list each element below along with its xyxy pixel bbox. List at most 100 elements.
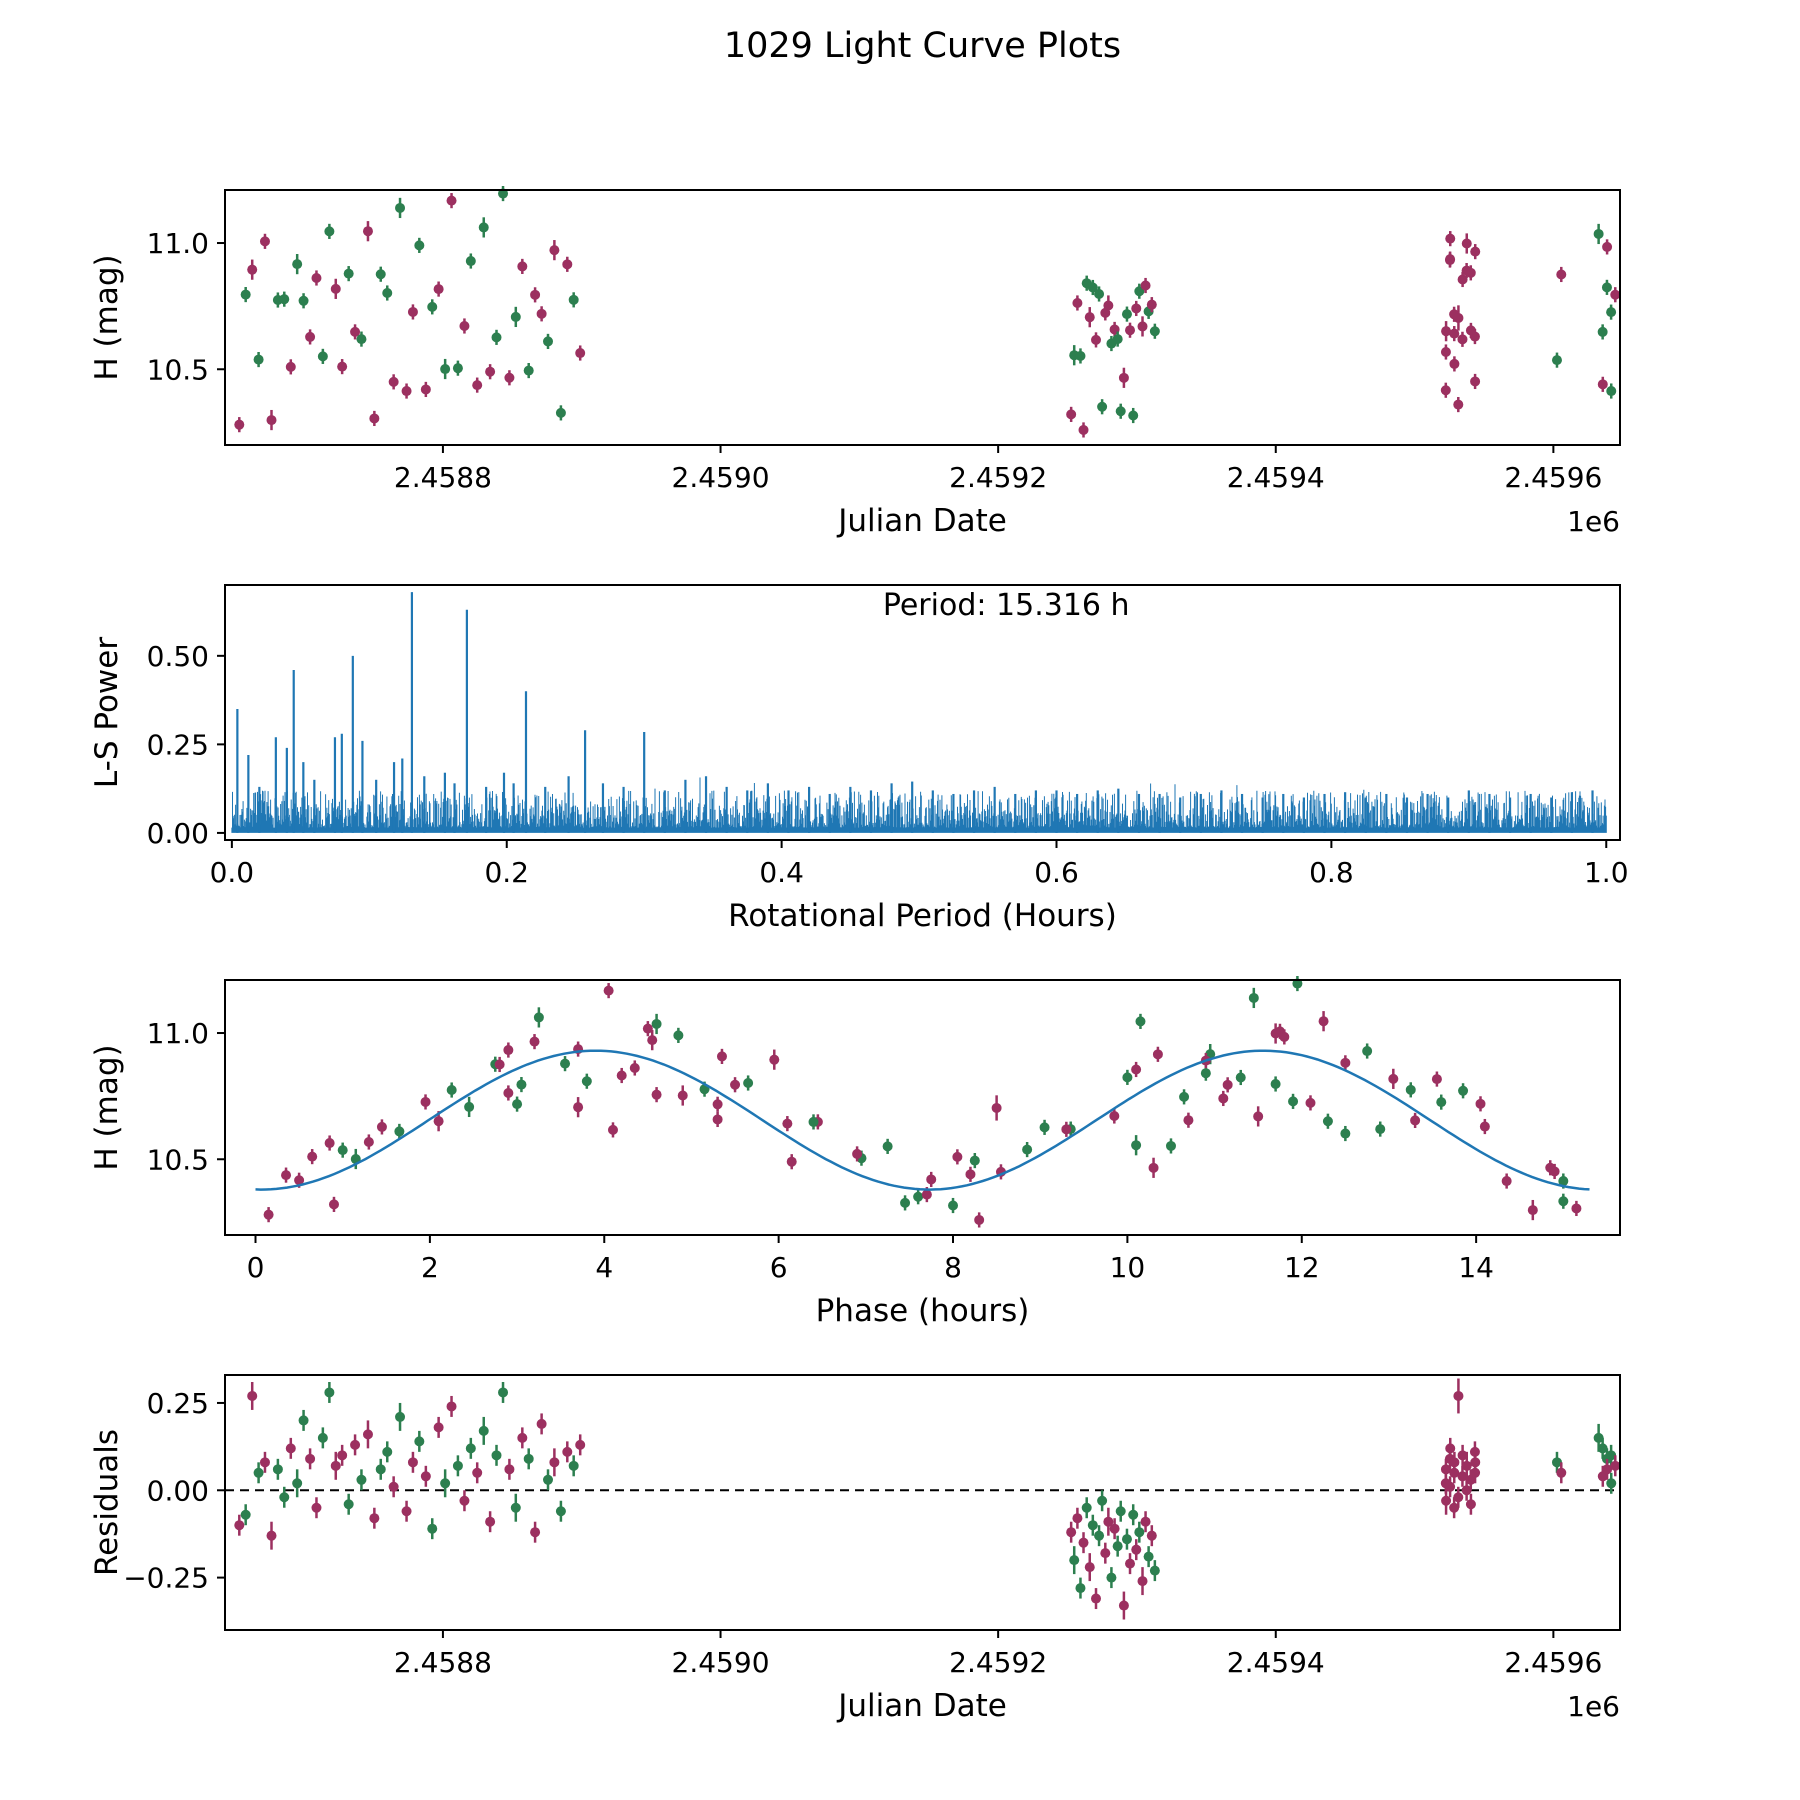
x-tick-label: 12 <box>1284 1251 1320 1284</box>
x-axis-label: Julian Date <box>836 503 1007 539</box>
data-point <box>465 256 476 267</box>
data-point <box>1078 424 1089 435</box>
data-point <box>363 1136 374 1147</box>
data-point <box>1606 1450 1617 1461</box>
data-point <box>343 1499 354 1510</box>
data-point <box>343 268 354 279</box>
data-point <box>555 1506 566 1517</box>
data-point <box>1121 309 1132 320</box>
data-point <box>247 1390 258 1401</box>
data-point <box>272 1464 283 1475</box>
data-point <box>285 1443 296 1454</box>
y-tick-label: 0.00 <box>147 817 209 850</box>
data-point <box>240 1509 251 1520</box>
data-point <box>1362 1046 1373 1057</box>
x-tick-label: 2.4596 <box>1504 461 1602 494</box>
data-point <box>446 1401 457 1412</box>
data-point <box>1606 386 1617 397</box>
data-point <box>414 240 425 251</box>
data-point <box>716 1051 727 1062</box>
data-point <box>1453 399 1464 410</box>
data-point <box>568 1460 579 1471</box>
x-tick-label: 2.4588 <box>394 1646 492 1679</box>
data-point <box>311 272 322 283</box>
data-point <box>1087 282 1098 293</box>
data-point <box>1457 1471 1468 1482</box>
data-point <box>529 1036 540 1047</box>
data-point <box>1112 1541 1123 1552</box>
data-point <box>1061 1124 1072 1135</box>
data-point <box>324 1138 335 1149</box>
data-point <box>491 1450 502 1461</box>
data-point <box>356 334 367 345</box>
y-axis-label: L-S Power <box>89 637 125 788</box>
data-point <box>247 264 258 275</box>
data-point <box>1458 1085 1469 1096</box>
data-point <box>1094 1530 1105 1541</box>
data-point <box>1081 1502 1092 1513</box>
x-tick-label: 1.0 <box>1584 856 1629 889</box>
data-point <box>498 1387 509 1398</box>
data-point <box>401 386 412 397</box>
data-point <box>305 1453 316 1464</box>
data-point <box>607 1124 618 1135</box>
x-tick-label: 2.4590 <box>672 461 770 494</box>
data-point <box>1118 1600 1129 1611</box>
data-point <box>1091 334 1102 345</box>
data-point <box>1431 1074 1442 1085</box>
data-point <box>568 294 579 305</box>
data-point <box>1470 246 1481 257</box>
data-point <box>1137 321 1148 332</box>
data-point <box>629 1062 640 1073</box>
data-point <box>503 1087 514 1098</box>
x-tick-label: 0.8 <box>1309 856 1354 889</box>
data-point <box>433 1116 444 1127</box>
y-tick-label: 10.5 <box>147 1143 209 1176</box>
data-point <box>1449 1457 1460 1468</box>
data-point <box>1440 346 1451 357</box>
data-point <box>1121 1534 1132 1545</box>
data-point <box>427 1523 438 1534</box>
data-point <box>952 1151 963 1162</box>
axes-spines <box>224 1374 1621 1631</box>
data-point <box>1069 1555 1080 1566</box>
data-point <box>1453 312 1464 323</box>
data-point <box>1134 1527 1145 1538</box>
data-point <box>573 1102 584 1113</box>
data-point <box>1597 1443 1608 1454</box>
data-point <box>1143 1551 1154 1562</box>
data-point <box>485 1516 496 1527</box>
data-point <box>1610 1460 1621 1471</box>
data-point <box>1135 1016 1146 1027</box>
data-point <box>1571 1203 1582 1214</box>
data-point <box>1445 1481 1456 1492</box>
data-point <box>1084 1562 1095 1573</box>
data-point <box>926 1174 937 1185</box>
data-point <box>1461 238 1472 249</box>
y-tick-label: 10.5 <box>147 353 209 386</box>
data-point <box>420 1096 431 1107</box>
data-point <box>647 1035 658 1046</box>
data-point <box>234 1520 245 1531</box>
data-point <box>882 1141 893 1152</box>
data-point <box>452 1460 463 1471</box>
data-point <box>603 985 614 996</box>
data-point <box>1094 288 1105 299</box>
data-point <box>503 1045 514 1056</box>
period-annotation: Period: 15.316 h <box>883 588 1130 623</box>
x-axis-label: Rotational Period (Hours) <box>728 898 1117 934</box>
figure-title: 1029 Light Curve Plots <box>723 26 1122 66</box>
data-point <box>491 332 502 343</box>
data-point <box>446 1085 457 1096</box>
data-point <box>234 419 245 430</box>
data-point <box>1440 385 1451 396</box>
data-point <box>1140 1516 1151 1527</box>
data-point <box>259 236 270 247</box>
data-point <box>510 1502 521 1513</box>
data-point <box>543 1474 554 1485</box>
data-point <box>1449 328 1460 339</box>
data-point <box>549 1457 560 1468</box>
data-point <box>1200 1068 1211 1079</box>
y-tick-label: 0.00 <box>147 1474 209 1507</box>
